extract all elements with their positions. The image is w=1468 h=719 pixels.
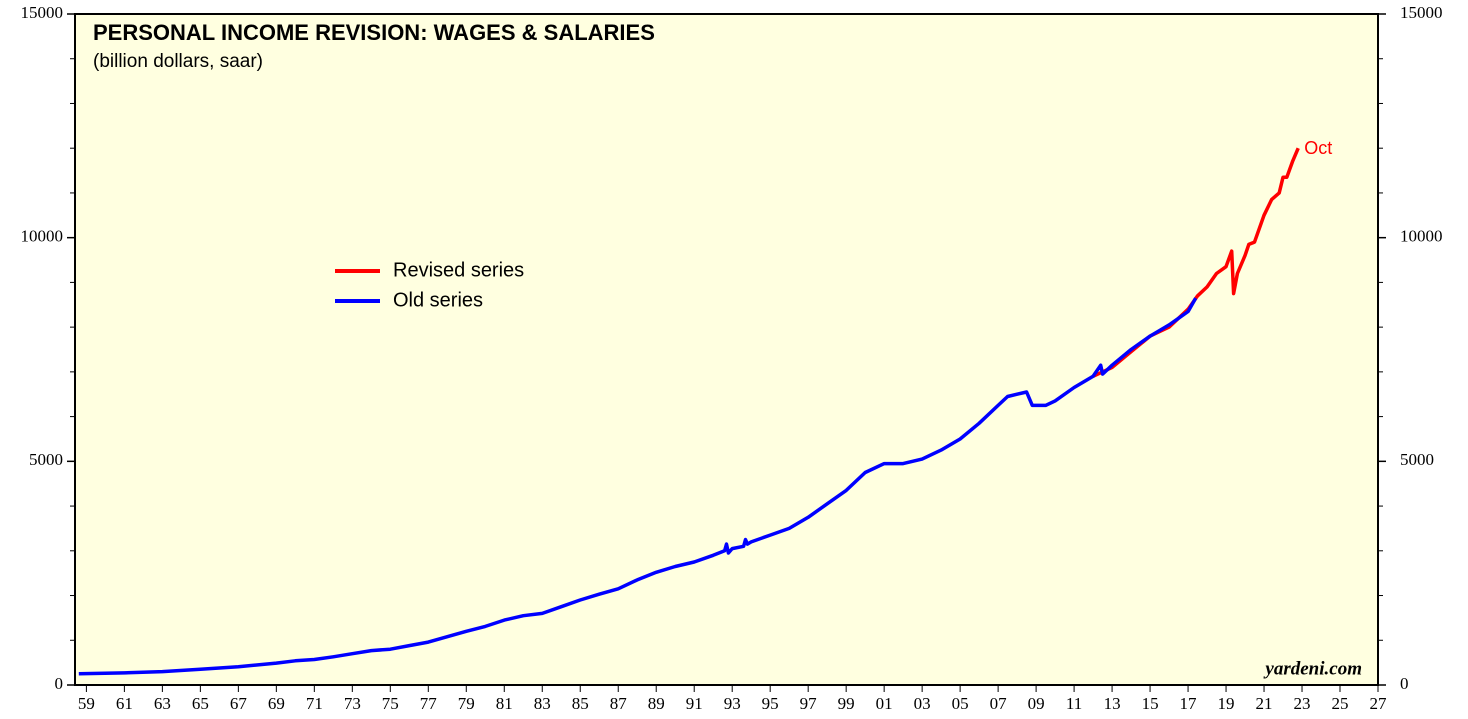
plot-area	[74, 13, 1379, 686]
x-tick-label: 77	[420, 694, 438, 713]
legend-label: Revised series	[393, 259, 524, 281]
x-tick-label: 89	[648, 694, 665, 713]
chart-subtitle: (billion dollars, saar)	[93, 51, 263, 72]
x-tick-label: 81	[496, 694, 513, 713]
x-tick-label: 59	[78, 694, 95, 713]
x-tick-label: 27	[1370, 694, 1388, 713]
y-tick-label: 0	[55, 674, 64, 693]
x-tick-label: 67	[230, 694, 248, 713]
y-tick-label: 5000	[29, 450, 63, 469]
source: yardeni.com	[1263, 658, 1362, 679]
y2-tick-label: 0	[1400, 674, 1409, 693]
x-tick-label: 11	[1066, 694, 1082, 713]
legend-label: Old series	[393, 289, 483, 311]
x-tick-label: 71	[306, 694, 323, 713]
x-tick-label: 19	[1218, 694, 1235, 713]
y-tick-label: 10000	[21, 227, 64, 246]
x-tick-label: 99	[838, 694, 855, 713]
x-tick-label: 23	[1294, 694, 1311, 713]
y2-tick-label: 15000	[1400, 3, 1443, 22]
x-tick-label: 91	[686, 694, 703, 713]
x-tick-label: 65	[192, 694, 209, 713]
x-tick-label: 61	[116, 694, 133, 713]
x-tick-label: 69	[268, 694, 285, 713]
x-tick-label: 17	[1180, 694, 1198, 713]
y2-tick-label: 10000	[1400, 227, 1443, 246]
x-tick-label: 13	[1104, 694, 1121, 713]
x-tick-label: 87	[610, 694, 628, 713]
x-tick-label: 79	[458, 694, 475, 713]
annotation: Oct	[1304, 138, 1332, 158]
y-tick-label: 15000	[21, 3, 64, 22]
x-tick-label: 21	[1256, 694, 1273, 713]
x-tick-label: 63	[154, 694, 171, 713]
x-tick-label: 75	[382, 694, 399, 713]
x-tick-label: 05	[952, 694, 969, 713]
x-tick-label: 25	[1332, 694, 1349, 713]
x-tick-label: 93	[724, 694, 741, 713]
x-tick-label: 95	[762, 694, 779, 713]
line-series	[78, 297, 1198, 676]
x-tick-label: 01	[876, 694, 893, 713]
chart-title: PERSONAL INCOME REVISION: WAGES & SALARI…	[93, 20, 655, 45]
y2-tick-label: 5000	[1400, 450, 1434, 469]
x-tick-label: 85	[572, 694, 589, 713]
x-tick-label: 97	[800, 694, 818, 713]
x-tick-label: 09	[1028, 694, 1045, 713]
x-tick-label: 73	[344, 694, 361, 713]
x-tick-label: 15	[1142, 694, 1159, 713]
x-tick-label: 07	[990, 694, 1008, 713]
x-tick-label: 83	[534, 694, 551, 713]
x-tick-label: 03	[914, 694, 931, 713]
